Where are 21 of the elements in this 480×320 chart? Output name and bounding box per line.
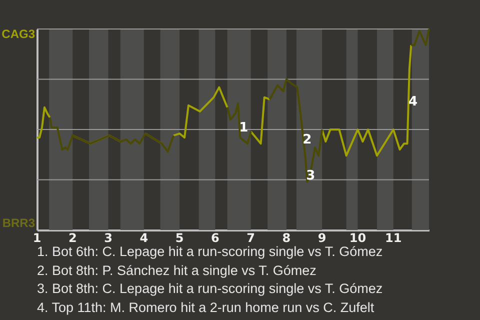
text: BRR3 <box>2 216 36 230</box>
x-tick-label: 3 <box>104 231 112 245</box>
x-tick-label: 9 <box>318 231 326 245</box>
annotation: 4 <box>408 94 418 110</box>
x-tick-label: 7 <box>246 231 255 245</box>
x-tick-label: 10 <box>349 231 366 245</box>
text: CAG3 <box>2 27 36 41</box>
x-tick-label: 11 <box>385 231 402 245</box>
x-tick-label: 8 <box>282 231 291 245</box>
text: 1. Bot 6th: C. Lepage hit a run-scoring single vs T. Gómez <box>37 243 383 261</box>
annotation: 2 <box>302 132 312 148</box>
x-tick-label: 6 <box>211 231 220 245</box>
text: 2. Bot 8th: P. Sánchez hit a single vs T. Gómez <box>37 262 318 280</box>
annotation: 1 <box>239 120 248 136</box>
text: 4. Top 11th: M. Romero hit a 2-run home run vs C. Zufelt <box>37 298 376 317</box>
x-tick-label: 5 <box>175 231 184 245</box>
x-tick-label: 2 <box>68 231 77 245</box>
x-tick-label: 4 <box>140 231 148 245</box>
x-tick-label: 1 <box>32 231 42 245</box>
annotation: 3 <box>306 168 316 184</box>
text: 3. Bot 8th: C. Lepage hit a run-scoring single vs T. Gómez <box>37 280 383 298</box>
